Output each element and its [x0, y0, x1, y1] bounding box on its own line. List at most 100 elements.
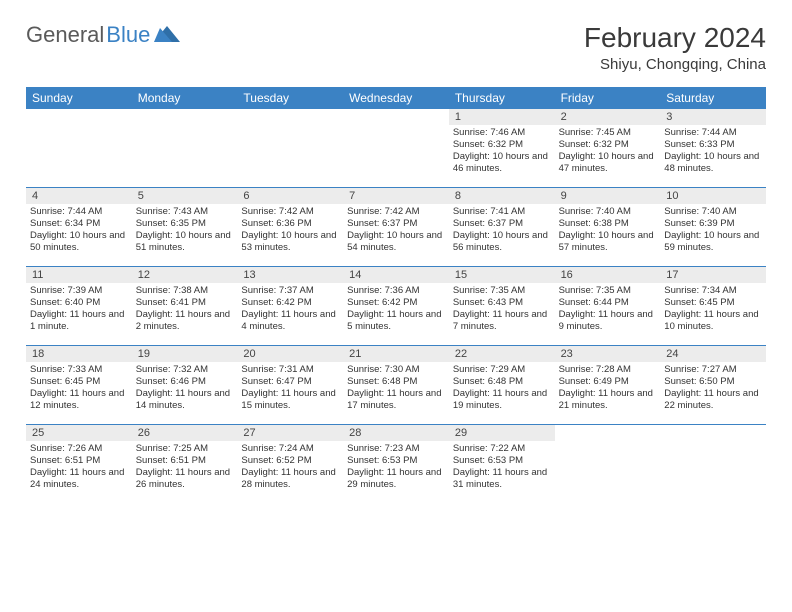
- sunrise-text: Sunrise: 7:32 AM: [136, 364, 234, 376]
- sunrise-text: Sunrise: 7:45 AM: [559, 127, 657, 139]
- calendar: Sunday Monday Tuesday Wednesday Thursday…: [26, 87, 766, 503]
- day-cell: [555, 425, 661, 503]
- sunrise-text: Sunrise: 7:36 AM: [347, 285, 445, 297]
- daylight-text: Daylight: 11 hours and 26 minutes.: [136, 467, 234, 491]
- sunset-text: Sunset: 6:42 PM: [347, 297, 445, 309]
- day-details: Sunrise: 7:45 AMSunset: 6:32 PMDaylight:…: [559, 127, 657, 175]
- day-cell: [237, 109, 343, 187]
- sunset-text: Sunset: 6:37 PM: [347, 218, 445, 230]
- day-details: Sunrise: 7:34 AMSunset: 6:45 PMDaylight:…: [664, 285, 762, 333]
- day-cell: 22Sunrise: 7:29 AMSunset: 6:48 PMDayligh…: [449, 346, 555, 424]
- day-number: 24: [660, 346, 766, 362]
- sunrise-text: Sunrise: 7:40 AM: [559, 206, 657, 218]
- day-cell: 20 Sunrise: 7:31 AMSunset: 6:47 PMDayligh…: [237, 346, 343, 424]
- day-number: 12: [132, 267, 238, 283]
- day-cell: [132, 109, 238, 187]
- sunset-text: Sunset: 6:41 PM: [136, 297, 234, 309]
- day-number: 29: [449, 425, 555, 441]
- sunrise-text: Sunrise: 7:35 AM: [453, 285, 551, 297]
- day-number: 20: [237, 346, 343, 362]
- sunset-text: Sunset: 6:35 PM: [136, 218, 234, 230]
- daylight-text: Daylight: 11 hours and 31 minutes.: [453, 467, 551, 491]
- day-details: Sunrise: 7:25 AMSunset: 6:51 PMDaylight:…: [136, 443, 234, 491]
- day-details: Sunrise: 7:26 AMSunset: 6:51 PMDaylight:…: [30, 443, 128, 491]
- day-cell: 17Sunrise: 7:34 AMSunset: 6:45 PMDayligh…: [660, 267, 766, 345]
- week-row: 25Sunrise: 7:26 AMSunset: 6:51 PMDayligh…: [26, 424, 766, 503]
- sunset-text: Sunset: 6:42 PM: [241, 297, 339, 309]
- logo-triangle-icon: [154, 22, 180, 48]
- day-number: 18: [26, 346, 132, 362]
- day-header-mon: Monday: [132, 87, 238, 109]
- sunset-text: Sunset: 6:51 PM: [136, 455, 234, 467]
- day-details: Sunrise: 7:35 AMSunset: 6:43 PMDaylight:…: [453, 285, 551, 333]
- sunset-text: Sunset: 6:46 PM: [136, 376, 234, 388]
- sunrise-text: Sunrise: 7:41 AM: [453, 206, 551, 218]
- day-number: 22: [449, 346, 555, 362]
- day-header-wed: Wednesday: [343, 87, 449, 109]
- brand-word-2: Blue: [106, 22, 150, 48]
- day-header-row: Sunday Monday Tuesday Wednesday Thursday…: [26, 87, 766, 109]
- day-number: 16: [555, 267, 661, 283]
- daylight-text: Daylight: 11 hours and 19 minutes.: [453, 388, 551, 412]
- day-cell: 18 Sunrise: 7:33 AMSunset: 6:45 PMDayligh…: [26, 346, 132, 424]
- daylight-text: Daylight: 11 hours and 7 minutes.: [453, 309, 551, 333]
- sunset-text: Sunset: 6:37 PM: [453, 218, 551, 230]
- daylight-text: Daylight: 11 hours and 5 minutes.: [347, 309, 445, 333]
- day-cell: 11Sunrise: 7:39 AMSunset: 6:40 PMDayligh…: [26, 267, 132, 345]
- sunset-text: Sunset: 6:44 PM: [559, 297, 657, 309]
- day-details: Sunrise: 7:43 AMSunset: 6:35 PMDaylight:…: [136, 206, 234, 254]
- sunset-text: Sunset: 6:40 PM: [30, 297, 128, 309]
- sunset-text: Sunset: 6:45 PM: [664, 297, 762, 309]
- sunset-text: Sunset: 6:47 PM: [241, 376, 339, 388]
- day-details: Sunrise: 7:40 AMSunset: 6:38 PMDaylight:…: [559, 206, 657, 254]
- sunset-text: Sunset: 6:52 PM: [241, 455, 339, 467]
- day-number: 2: [555, 109, 661, 125]
- location-text: Shiyu, Chongqing, China: [584, 56, 766, 73]
- day-details: Sunrise: 7:27 AMSunset: 6:50 PMDaylight:…: [664, 364, 762, 412]
- daylight-text: Daylight: 11 hours and 24 minutes.: [30, 467, 128, 491]
- sunrise-text: Sunrise: 7:39 AM: [30, 285, 128, 297]
- day-cell: 15Sunrise: 7:35 AMSunset: 6:43 PMDayligh…: [449, 267, 555, 345]
- week-row: 1Sunrise: 7:46 AMSunset: 6:32 PMDaylight…: [26, 109, 766, 187]
- daylight-text: Daylight: 11 hours and 2 minutes.: [136, 309, 234, 333]
- sunset-text: Sunset: 6:32 PM: [559, 139, 657, 151]
- day-details: Sunrise: 7:38 AMSunset: 6:41 PMDaylight:…: [136, 285, 234, 333]
- week-row: 4Sunrise: 7:44 AMSunset: 6:34 PMDaylight…: [26, 187, 766, 266]
- daylight-text: Daylight: 10 hours and 51 minutes.: [136, 230, 234, 254]
- week-row: 18 Sunrise: 7:33 AMSunset: 6:45 PMDayligh…: [26, 345, 766, 424]
- day-number: 13: [237, 267, 343, 283]
- sunset-text: Sunset: 6:48 PM: [347, 376, 445, 388]
- sunrise-text: Sunrise: 7:44 AM: [30, 206, 128, 218]
- day-details: Sunrise: 7:35 AMSunset: 6:44 PMDaylight:…: [559, 285, 657, 333]
- day-header-thu: Thursday: [449, 87, 555, 109]
- day-details: Sunrise: 7:33 AMSunset: 6:45 PMDaylight:…: [30, 364, 128, 412]
- sunrise-text: Sunrise: 7:27 AM: [664, 364, 762, 376]
- sunrise-text: Sunrise: 7:38 AM: [136, 285, 234, 297]
- day-header-tue: Tuesday: [237, 87, 343, 109]
- month-title: February 2024: [584, 22, 766, 54]
- day-cell: [26, 109, 132, 187]
- title-block: February 2024 Shiyu, Chongqing, China: [584, 22, 766, 73]
- sunset-text: Sunset: 6:32 PM: [453, 139, 551, 151]
- day-cell: 26 Sunrise: 7:25 AMSunset: 6:51 PMDayligh…: [132, 425, 238, 503]
- daylight-text: Daylight: 11 hours and 9 minutes.: [559, 309, 657, 333]
- day-details: Sunrise: 7:36 AMSunset: 6:42 PMDaylight:…: [347, 285, 445, 333]
- day-number: 9: [555, 188, 661, 204]
- sunrise-text: Sunrise: 7:40 AM: [664, 206, 762, 218]
- day-cell: 28Sunrise: 7:23 AMSunset: 6:53 PMDayligh…: [343, 425, 449, 503]
- sunrise-text: Sunrise: 7:46 AM: [453, 127, 551, 139]
- day-details: Sunrise: 7:22 AMSunset: 6:53 PMDaylight:…: [453, 443, 551, 491]
- day-number: 4: [26, 188, 132, 204]
- day-details: Sunrise: 7:46 AMSunset: 6:32 PMDaylight:…: [453, 127, 551, 175]
- day-number: 26: [132, 425, 238, 441]
- sunset-text: Sunset: 6:39 PM: [664, 218, 762, 230]
- sunrise-text: Sunrise: 7:43 AM: [136, 206, 234, 218]
- daylight-text: Daylight: 11 hours and 28 minutes.: [241, 467, 339, 491]
- daylight-text: Daylight: 11 hours and 12 minutes.: [30, 388, 128, 412]
- day-details: Sunrise: 7:31 AMSunset: 6:47 PMDaylight:…: [241, 364, 339, 412]
- daylight-text: Daylight: 11 hours and 10 minutes.: [664, 309, 762, 333]
- sunrise-text: Sunrise: 7:22 AM: [453, 443, 551, 455]
- day-number: 14: [343, 267, 449, 283]
- day-cell: 21Sunrise: 7:30 AMSunset: 6:48 PMDayligh…: [343, 346, 449, 424]
- day-cell: 23Sunrise: 7:28 AMSunset: 6:49 PMDayligh…: [555, 346, 661, 424]
